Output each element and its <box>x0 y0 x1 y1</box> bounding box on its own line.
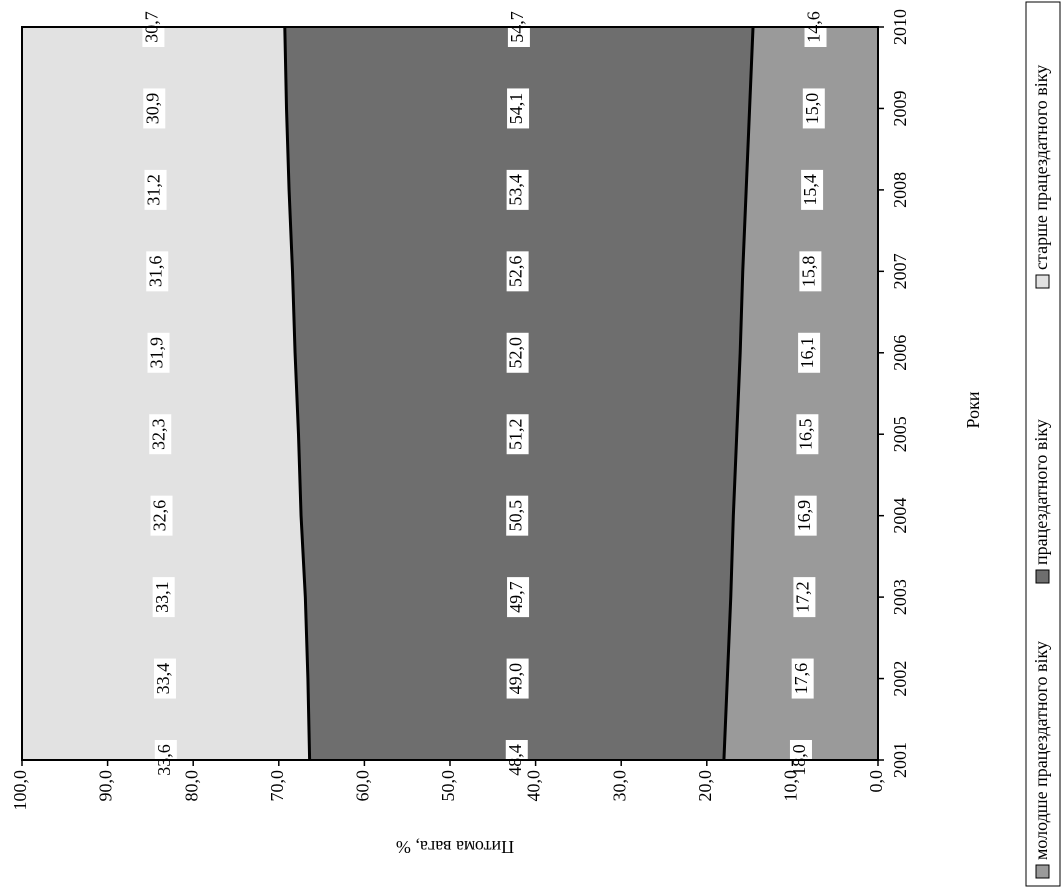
x-tick-label: 2009 <box>890 90 910 126</box>
y-tick-label: 80,0 <box>181 770 201 802</box>
data-label: 53,4 <box>506 174 526 206</box>
data-label: 31,6 <box>145 256 165 288</box>
label-box <box>798 332 821 373</box>
label-box <box>801 169 824 210</box>
y-tick-label: 70,0 <box>267 770 287 802</box>
data-label: 51,2 <box>506 418 526 450</box>
data-label: 52,0 <box>506 337 526 369</box>
label-box <box>146 251 169 292</box>
x-tick-label: 2003 <box>890 579 910 615</box>
legend-label: молодше працездатного віку <box>1031 641 1051 860</box>
legend-label: працездатного віку <box>1031 419 1051 565</box>
label-box <box>793 577 816 618</box>
boundary-line <box>283 26 312 761</box>
label-box <box>506 332 529 373</box>
legend-swatch <box>1035 864 1050 879</box>
x-tick-label: 2004 <box>890 498 910 534</box>
data-label: 33,4 <box>153 663 173 695</box>
data-label: 15,4 <box>800 174 820 206</box>
label-box <box>506 169 529 210</box>
label-box <box>506 414 529 455</box>
label-box <box>794 495 817 536</box>
label-box <box>506 658 529 699</box>
data-label: 49,0 <box>506 663 526 695</box>
y-tick-label: 40,0 <box>524 770 544 802</box>
legend-swatch <box>1035 569 1050 584</box>
chart-body: 18,017,617,216,916,516,115,815,415,014,6… <box>10 1 1061 887</box>
label-box <box>506 251 529 292</box>
x-tick-label: 2007 <box>890 253 910 289</box>
label-box <box>152 577 175 618</box>
x-tick-label: 2001 <box>890 742 910 778</box>
data-label: 15,0 <box>802 93 822 125</box>
label-box <box>153 658 176 699</box>
label-box <box>143 88 166 129</box>
data-label: 17,2 <box>793 581 813 613</box>
y-tick-label: 20,0 <box>695 770 715 802</box>
y-tick-label: 50,0 <box>438 770 458 802</box>
y-tick-label: 100,0 <box>10 770 30 811</box>
label-box <box>796 414 819 455</box>
data-label: 32,6 <box>150 500 170 531</box>
data-label: 33,1 <box>152 581 172 613</box>
area <box>22 27 310 760</box>
area <box>284 27 754 760</box>
data-label: 52,6 <box>506 256 526 288</box>
data-label: 30,9 <box>142 93 162 125</box>
legend-swatch <box>1035 274 1050 289</box>
x-tick-label: 2010 <box>890 9 910 45</box>
label-box <box>150 495 173 536</box>
legend-label: старше працездатного віку <box>1031 65 1051 270</box>
label-box <box>144 169 167 210</box>
y-tick-label: 60,0 <box>353 770 373 802</box>
x-tick-label: 2005 <box>890 416 910 452</box>
y-tick-label: 90,0 <box>96 770 116 802</box>
y-tick-label: 10,0 <box>781 770 801 802</box>
y-tick-label: 30,0 <box>609 770 629 802</box>
label-box <box>802 88 825 129</box>
boundary-line <box>722 26 755 761</box>
x-tick-label: 2008 <box>890 172 910 208</box>
x-tick-label: 2002 <box>890 661 910 697</box>
label-box <box>791 658 814 699</box>
data-label: 31,2 <box>144 174 164 206</box>
data-label: 32,3 <box>148 418 168 450</box>
y-axis-title: Питома вага, % <box>396 837 514 857</box>
label-box <box>507 88 530 129</box>
label-box <box>149 414 172 455</box>
y-tick-label: 0,0 <box>866 770 886 793</box>
label-box <box>507 577 530 618</box>
data-label: 16,5 <box>796 418 816 450</box>
data-label: 15,8 <box>799 256 819 288</box>
label-box <box>506 495 529 536</box>
area <box>723 27 878 760</box>
data-label: 49,7 <box>506 581 526 613</box>
legend-box <box>1025 1 1061 887</box>
label-box <box>799 251 822 292</box>
x-axis-title: Роки <box>963 391 983 428</box>
data-label: 54,1 <box>506 93 526 125</box>
data-label: 31,9 <box>147 337 167 369</box>
label-box <box>147 332 170 373</box>
x-tick-label: 2006 <box>890 335 910 371</box>
data-label: 17,6 <box>791 663 811 695</box>
data-label: 50,5 <box>505 500 525 531</box>
data-label: 16,1 <box>797 337 817 369</box>
data-label: 16,9 <box>794 500 814 531</box>
